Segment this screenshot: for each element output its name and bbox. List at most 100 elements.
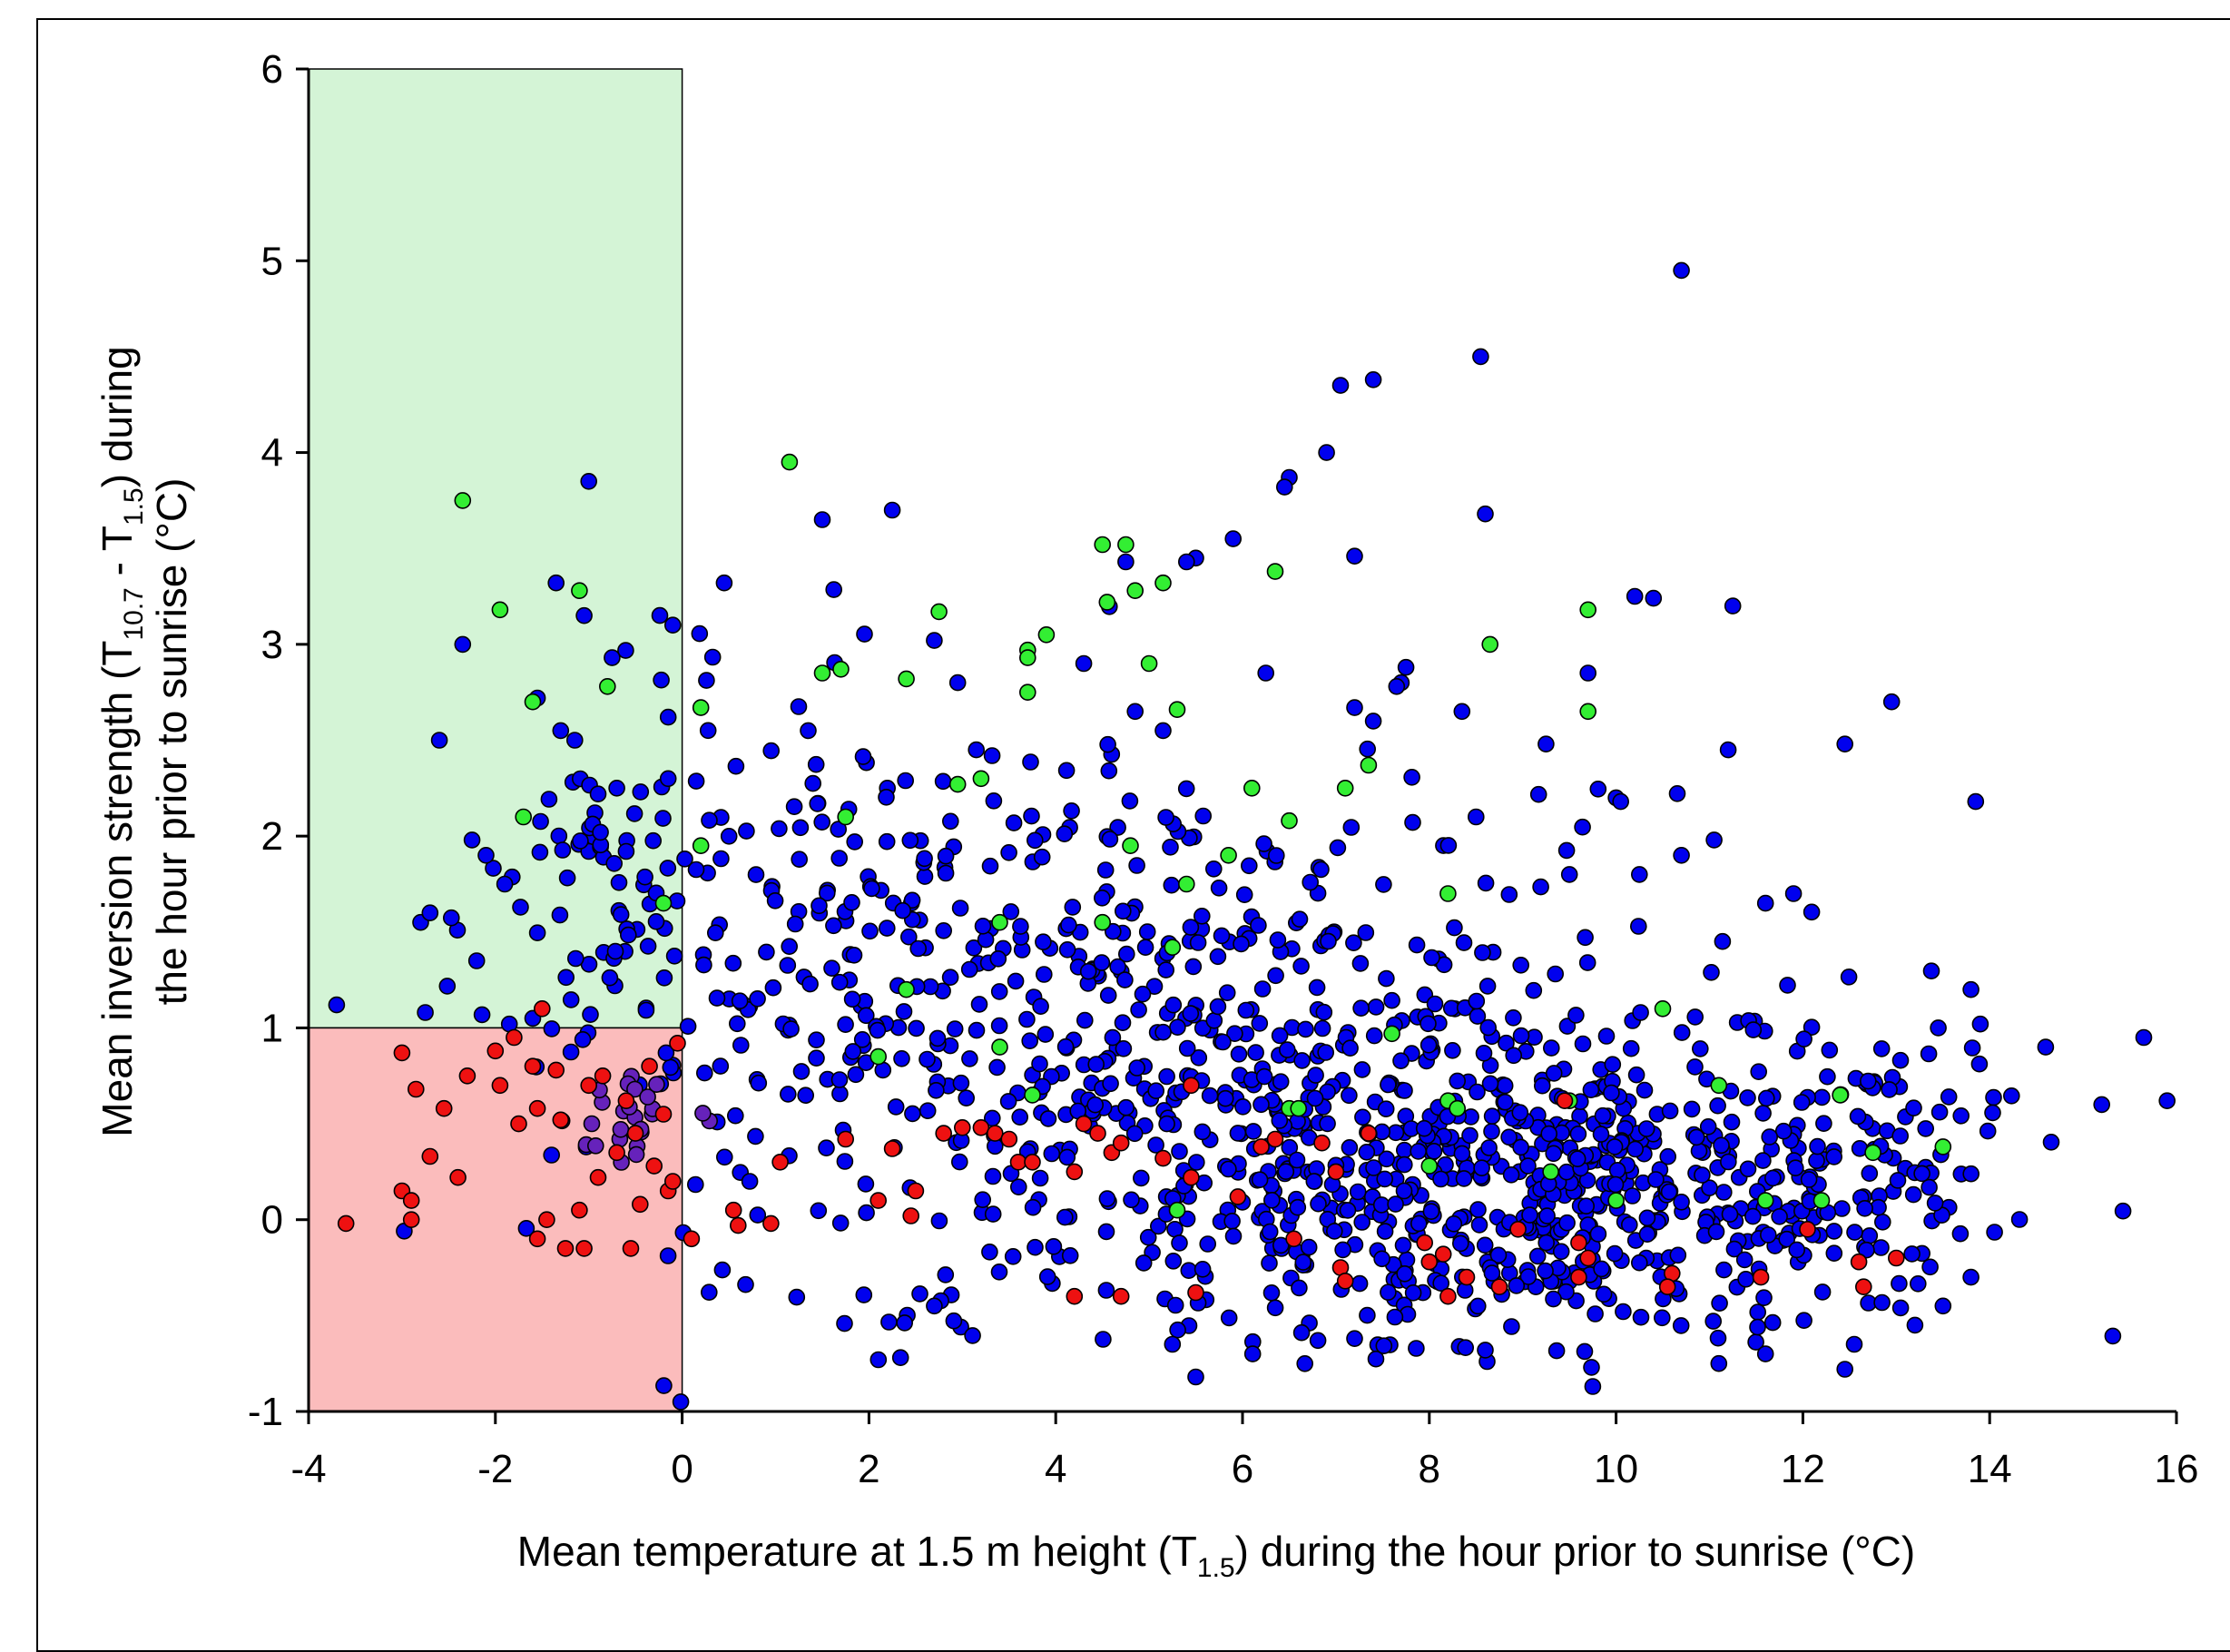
data-point <box>417 1004 434 1021</box>
data-point <box>831 1085 849 1103</box>
data-point <box>808 1049 825 1067</box>
data-point <box>1302 873 1319 891</box>
data-point <box>1187 1283 1204 1302</box>
data-point <box>463 831 481 849</box>
data-point <box>1194 907 1211 925</box>
data-point <box>894 901 912 919</box>
data-point <box>1705 831 1723 849</box>
data-point <box>328 996 346 1014</box>
data-point <box>1097 1223 1115 1241</box>
data-point <box>1449 1072 1466 1090</box>
data-point <box>1589 780 1607 798</box>
data-point <box>665 948 683 965</box>
data-point <box>1672 1317 1690 1334</box>
data-point <box>830 1071 849 1088</box>
data-point <box>589 785 607 803</box>
data-point <box>1756 1345 1774 1362</box>
data-point <box>1112 1134 1130 1152</box>
data-point <box>1606 1244 1624 1263</box>
data-point <box>582 1006 599 1023</box>
data-point <box>1210 879 1228 897</box>
data-point <box>1166 1296 1184 1314</box>
data-point <box>1365 1159 1382 1176</box>
data-point <box>617 842 635 860</box>
data-point <box>898 980 915 998</box>
data-point <box>1277 1163 1295 1180</box>
data-point <box>984 1167 1002 1185</box>
data-point <box>1255 1067 1273 1086</box>
data-point <box>1024 1154 1041 1171</box>
data-point <box>1821 1041 1839 1059</box>
data-point <box>1253 1096 1270 1114</box>
data-point <box>407 1080 425 1098</box>
data-point <box>1297 1020 1314 1038</box>
data-point <box>1606 1138 1624 1155</box>
data-point <box>1285 1230 1302 1248</box>
data-point <box>974 1191 991 1208</box>
data-point <box>1004 1248 1022 1265</box>
data-point <box>919 1050 936 1068</box>
data-point <box>1290 1099 1307 1117</box>
data-point <box>782 1020 800 1037</box>
data-point <box>1849 1107 1867 1126</box>
data-point <box>659 708 677 726</box>
data-point <box>1349 1183 1367 1201</box>
data-point <box>648 1076 665 1093</box>
data-point <box>554 841 572 859</box>
data-point <box>1359 740 1376 758</box>
data-point <box>692 837 710 855</box>
data-point <box>669 1035 686 1052</box>
data-point <box>845 947 863 964</box>
data-point <box>728 1015 746 1033</box>
data-point <box>601 969 619 987</box>
data-point <box>1457 1339 1474 1356</box>
data-point <box>1882 693 1901 711</box>
data-point <box>605 854 624 872</box>
data-point <box>1710 1077 1728 1095</box>
data-point <box>1377 1100 1395 1117</box>
data-point <box>1358 1144 1376 1161</box>
data-point <box>699 722 717 740</box>
data-point <box>1147 1136 1164 1154</box>
data-point <box>1420 1037 1438 1054</box>
data-point <box>1396 1155 1413 1174</box>
data-point <box>1262 1284 1281 1302</box>
data-point <box>547 574 565 592</box>
data-point <box>565 732 584 749</box>
data-point <box>1481 1075 1499 1093</box>
data-point <box>854 748 872 765</box>
data-point <box>1109 819 1126 836</box>
data-point <box>750 1074 768 1092</box>
data-point <box>1985 1088 2002 1106</box>
data-point <box>977 930 995 949</box>
data-point <box>1136 939 1154 956</box>
data-point <box>1891 1051 1910 1069</box>
data-point <box>1194 807 1212 825</box>
data-point <box>1395 1182 1413 1200</box>
data-point <box>1180 1262 1198 1279</box>
data-point <box>1709 1329 1727 1347</box>
x-tick-label: 16 <box>2155 1447 2199 1491</box>
data-point <box>540 791 558 808</box>
data-point <box>1476 1236 1494 1254</box>
data-point <box>937 847 955 865</box>
data-point <box>622 1240 640 1257</box>
data-point <box>1035 933 1052 950</box>
data-point <box>1378 1150 1395 1168</box>
data-point <box>1410 1143 1427 1160</box>
data-point <box>1645 589 1663 607</box>
data-point <box>741 1173 759 1190</box>
data-point <box>1011 1108 1028 1126</box>
data-point <box>1788 1241 1805 1259</box>
data-point <box>974 917 992 935</box>
data-point <box>1009 1154 1027 1171</box>
data-point <box>1803 1018 1821 1036</box>
data-point <box>1150 1217 1167 1235</box>
data-point <box>1224 1227 1243 1245</box>
data-point <box>1022 753 1039 771</box>
data-point <box>1872 1040 1891 1057</box>
data-point <box>934 772 952 791</box>
data-point <box>792 1063 810 1080</box>
data-point <box>1940 1088 1958 1106</box>
data-point <box>1394 1236 1412 1254</box>
